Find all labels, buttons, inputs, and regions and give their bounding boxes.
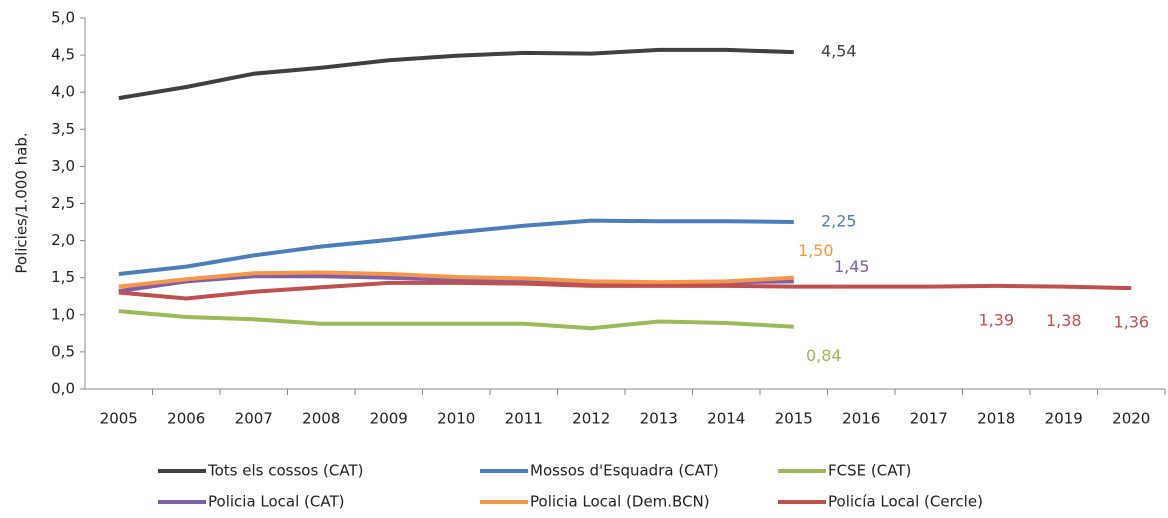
x-tick-label: 2017: [910, 410, 948, 428]
y-tick-label: 2,5: [51, 194, 75, 212]
data-label: 1,38: [1046, 311, 1082, 330]
series-line: [118, 280, 1132, 301]
x-tick-label: 2012: [572, 410, 610, 428]
x-tick-label: 2006: [167, 410, 205, 428]
x-tick-label: 2007: [235, 410, 273, 428]
x-tick-label: 2015: [775, 410, 813, 428]
data-label: 1,50: [798, 241, 834, 260]
data-label: 4,54: [821, 42, 857, 61]
series-line: [118, 270, 794, 289]
y-tick-label: 3,5: [51, 120, 75, 138]
y-tick-label: 5,0: [51, 9, 75, 27]
x-tick-label: 2005: [100, 410, 138, 428]
legend-label: Policia Local (Dem.BCN): [530, 493, 710, 511]
series-line: [118, 309, 794, 331]
y-tick-label: 3,0: [51, 157, 75, 175]
y-tick-label: 4,0: [51, 83, 75, 101]
legend-label: FCSE (CAT): [828, 462, 911, 480]
legend-label: Mossos d'Esquadra (CAT): [530, 462, 719, 480]
legend-label: Tots els cossos (CAT): [207, 462, 364, 480]
y-tick-label: 2,0: [51, 231, 75, 249]
x-tick-label: 2008: [302, 410, 340, 428]
x-tick-label: 2019: [1045, 410, 1083, 428]
y-tick-label: 4,5: [51, 46, 75, 64]
x-tick-label: 2014: [707, 410, 745, 428]
y-tick-label: 0,5: [51, 342, 75, 360]
legend-label: Policia Local (CAT): [208, 493, 344, 511]
y-axis-label: Policies/1.000 hab.: [13, 132, 31, 273]
x-tick-label: 2018: [977, 410, 1015, 428]
data-label: 1,39: [978, 310, 1014, 329]
x-tick-label: 2010: [437, 410, 475, 428]
series-line: [118, 47, 794, 101]
x-tick-label: 2013: [640, 410, 678, 428]
y-tick-label: 1,0: [51, 305, 75, 323]
x-tick-label: 2009: [370, 410, 408, 428]
data-label: 1,36: [1113, 313, 1149, 332]
data-label: 1,45: [834, 257, 870, 276]
x-tick-label: 2011: [505, 410, 543, 428]
y-tick-label: 1,5: [51, 268, 75, 286]
data-label: 0,84: [806, 346, 842, 365]
x-tick-label: 2016: [842, 410, 880, 428]
legend-label: Policía Local (Cercle): [828, 493, 983, 511]
y-tick-label: 0,0: [51, 380, 75, 398]
data-label: 2,25: [821, 212, 857, 231]
x-tick-label: 2020: [1112, 410, 1150, 428]
series-line: [118, 218, 794, 276]
